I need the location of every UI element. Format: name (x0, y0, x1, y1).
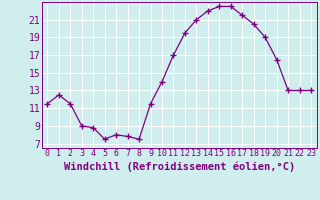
X-axis label: Windchill (Refroidissement éolien,°C): Windchill (Refroidissement éolien,°C) (64, 161, 295, 172)
